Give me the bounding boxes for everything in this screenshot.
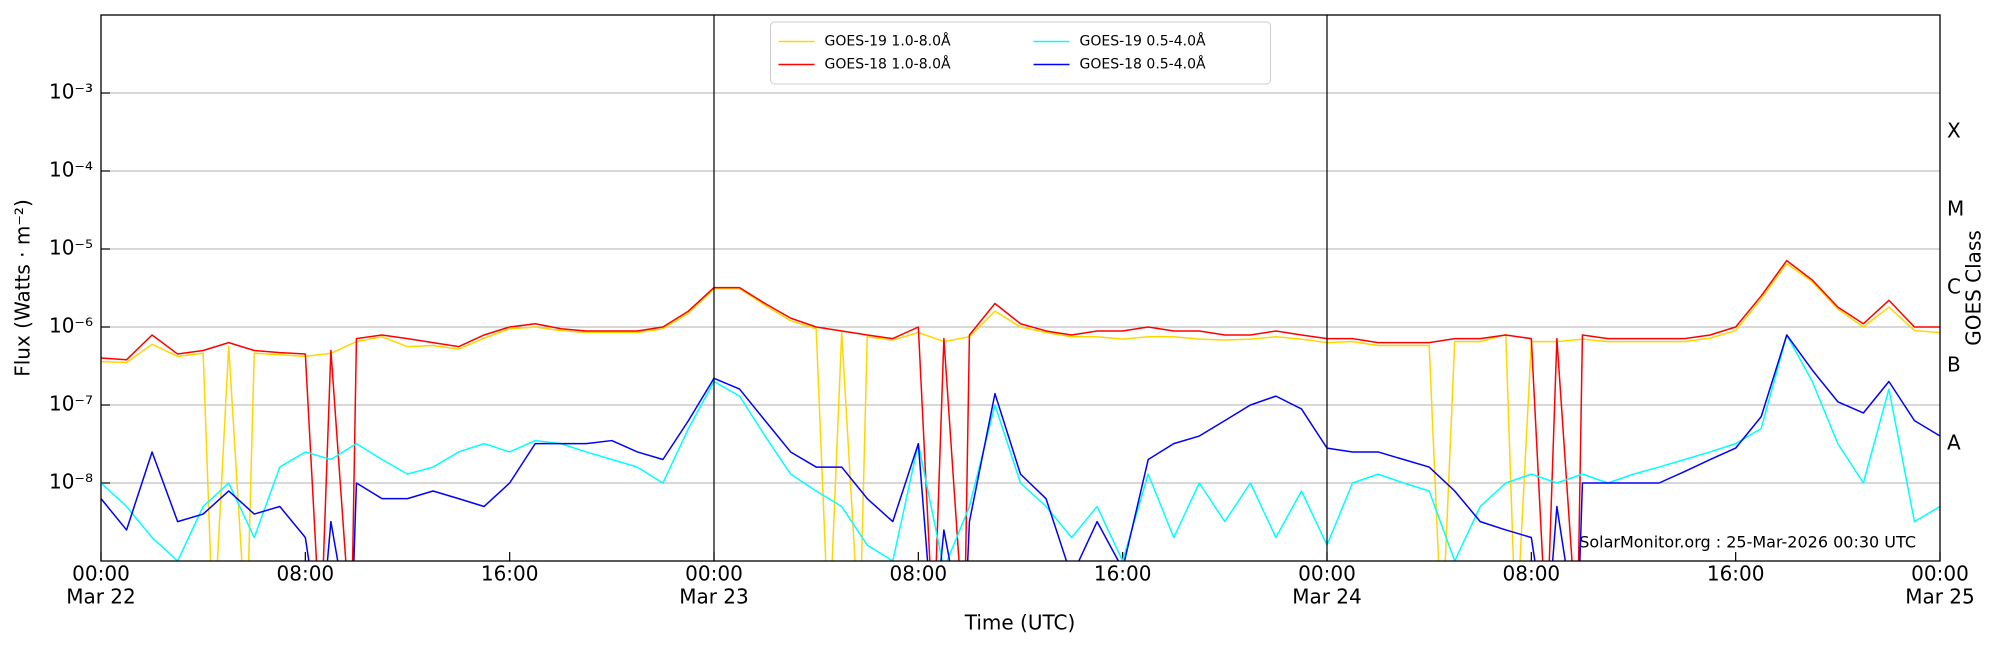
x-tick-date: Mar 24	[1292, 585, 1362, 609]
legend-label: GOES-19 0.5-4.0Å	[1080, 33, 1206, 50]
x-tick-label: 08:00	[890, 562, 948, 586]
x-tick-date: Mar 22	[66, 585, 136, 609]
annotation: SolarMonitor.org : 25-Mar-2026 00:30 UTC	[1579, 533, 1916, 552]
x-tick-date: Mar 25	[1905, 585, 1975, 609]
y-tick-label: 10⁻⁷	[49, 392, 93, 416]
legend-label: GOES-18 1.0-8.0Å	[825, 56, 951, 73]
series-line	[101, 334, 1940, 561]
x-axis-label: Time (UTC)	[964, 611, 1076, 635]
x-tick-label: 00:00	[1911, 562, 1969, 586]
y-tick-label: 10⁻⁵	[49, 236, 93, 260]
y-tick-label: 10⁻⁶	[49, 314, 93, 338]
x-tick-label: 16:00	[1094, 562, 1152, 586]
y2-tick-label: B	[1947, 353, 1961, 377]
x-tick-label: 08:00	[277, 562, 335, 586]
y-tick-label: 10⁻³	[49, 80, 93, 104]
series-line	[101, 259, 1940, 561]
x-tick-date: Mar 23	[679, 585, 749, 609]
x-tick-label: 00:00	[72, 562, 130, 586]
series-line	[101, 262, 1940, 561]
y2-tick-label: M	[1947, 197, 1964, 221]
series-line	[101, 334, 1940, 561]
legend-label: GOES-19 1.0-8.0Å	[825, 33, 951, 50]
y2-axis-label: GOES Class	[1962, 230, 1986, 346]
y-tick-label: 10⁻⁴	[49, 158, 93, 182]
x-tick-label: 16:00	[1707, 562, 1765, 586]
x-tick-label: 00:00	[685, 562, 743, 586]
plot-area	[101, 259, 1940, 561]
y2-tick-label: A	[1947, 431, 1961, 455]
y-axis-label: Flux (Watts · m⁻²)	[11, 199, 35, 377]
plot-frame	[100, 14, 1941, 562]
y-tick-label: 10⁻⁸	[49, 470, 93, 494]
legend-box	[770, 21, 1271, 85]
y2-tick-label: C	[1947, 275, 1961, 299]
legend-label: GOES-18 0.5-4.0Å	[1080, 56, 1206, 73]
legend: GOES-19 1.0-8.0Å GOES-18 1.0-8.0Å GOES-19 …	[770, 21, 1271, 85]
y2-tick-label: X	[1947, 119, 1961, 143]
x-tick-label: 00:00	[1298, 562, 1356, 586]
x-tick-label: 08:00	[1503, 562, 1561, 586]
x-tick-label: 16:00	[481, 562, 539, 586]
